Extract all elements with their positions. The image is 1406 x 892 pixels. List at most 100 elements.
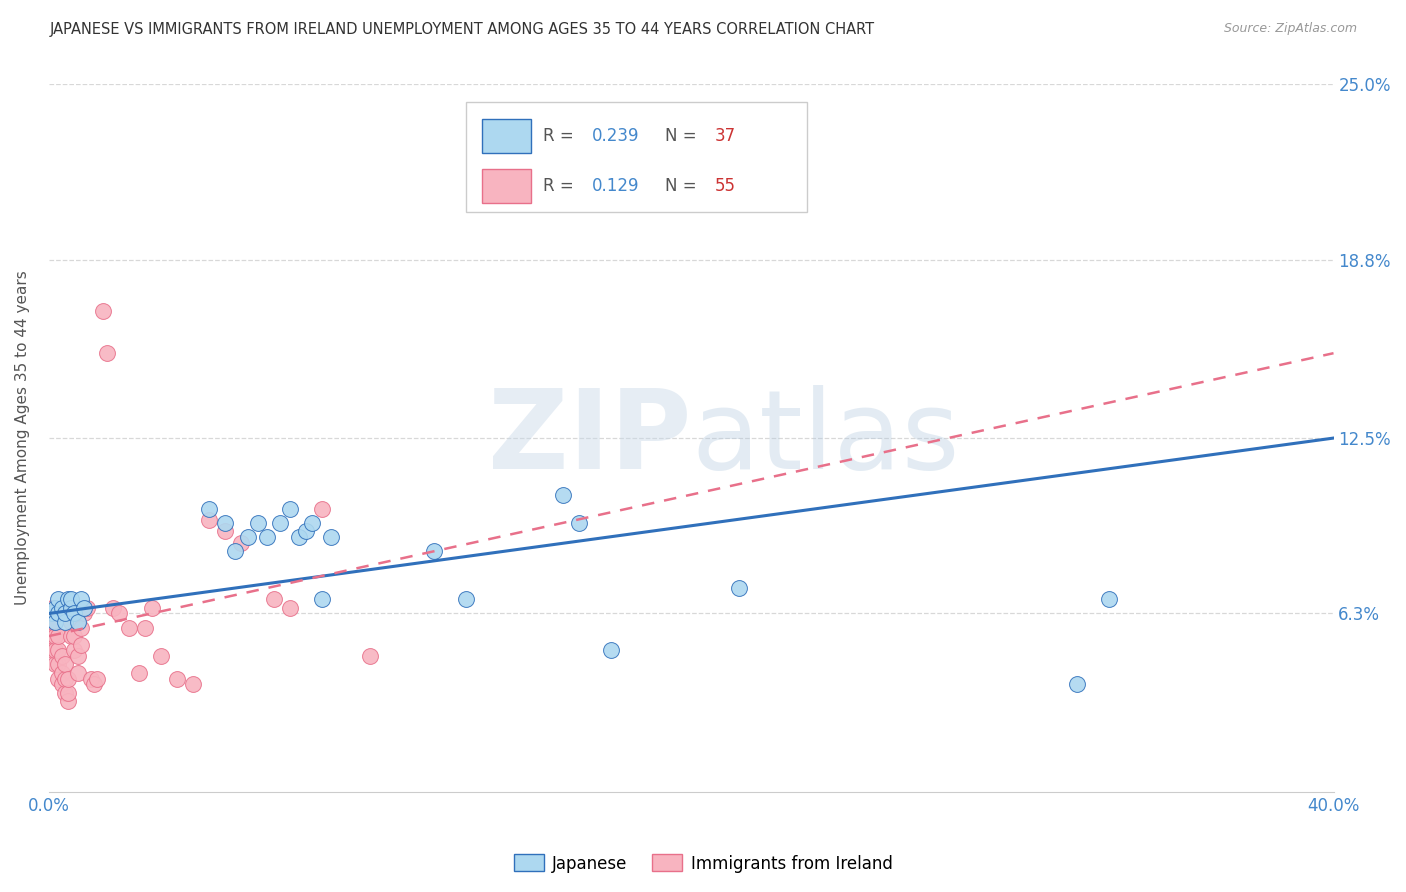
- Point: [101, 600, 124, 615]
- Point: [44, 629, 66, 643]
- Point: [60, 600, 83, 615]
- Point: [214, 524, 236, 539]
- Text: Source: ZipAtlas.com: Source: ZipAtlas.com: [1223, 22, 1357, 36]
- Point: [66, 648, 89, 663]
- Point: [48, 672, 70, 686]
- Point: [108, 607, 131, 621]
- Point: [263, 592, 285, 607]
- Point: [44, 643, 66, 657]
- Point: [56, 607, 79, 621]
- Point: [301, 516, 323, 530]
- FancyBboxPatch shape: [482, 120, 530, 153]
- Point: [599, 643, 621, 657]
- Point: [73, 607, 96, 621]
- Point: [66, 615, 89, 629]
- Point: [166, 672, 188, 686]
- Point: [70, 638, 93, 652]
- Point: [53, 657, 76, 672]
- Point: [56, 592, 79, 607]
- Point: [51, 600, 73, 615]
- Point: [224, 544, 246, 558]
- Point: [41, 629, 63, 643]
- Point: [86, 672, 108, 686]
- Point: [744, 177, 766, 191]
- Point: [48, 629, 70, 643]
- Point: [48, 643, 70, 657]
- Point: [44, 600, 66, 615]
- Point: [181, 677, 204, 691]
- Point: [60, 629, 83, 643]
- Point: [269, 516, 291, 530]
- Point: [231, 535, 253, 549]
- Legend: Japanese, Immigrants from Ireland: Japanese, Immigrants from Ireland: [508, 847, 898, 880]
- Point: [44, 657, 66, 672]
- Point: [278, 600, 301, 615]
- Point: [63, 629, 86, 643]
- Point: [423, 544, 446, 558]
- Point: [56, 686, 79, 700]
- Point: [551, 488, 574, 502]
- Point: [51, 648, 73, 663]
- Point: [60, 600, 83, 615]
- Point: [63, 643, 86, 657]
- Point: [70, 592, 93, 607]
- Point: [294, 524, 316, 539]
- Point: [96, 346, 118, 360]
- Point: [60, 592, 83, 607]
- Point: [198, 513, 221, 527]
- Point: [53, 686, 76, 700]
- Point: [128, 665, 150, 680]
- Point: [63, 600, 86, 615]
- Point: [321, 530, 343, 544]
- Point: [278, 501, 301, 516]
- Point: [568, 516, 591, 530]
- Point: [256, 530, 278, 544]
- Point: [66, 665, 89, 680]
- Point: [48, 607, 70, 621]
- Point: [48, 657, 70, 672]
- Text: N =: N =: [665, 128, 697, 145]
- Point: [73, 600, 96, 615]
- Point: [53, 607, 76, 621]
- Point: [311, 501, 333, 516]
- Point: [44, 615, 66, 629]
- FancyBboxPatch shape: [467, 102, 807, 211]
- Text: R =: R =: [543, 128, 574, 145]
- Point: [41, 607, 63, 621]
- Point: [44, 615, 66, 629]
- Point: [288, 530, 311, 544]
- Point: [83, 677, 105, 691]
- FancyBboxPatch shape: [482, 169, 530, 202]
- Text: JAPANESE VS IMMIGRANTS FROM IRELAND UNEMPLOYMENT AMONG AGES 35 TO 44 YEARS CORRE: JAPANESE VS IMMIGRANTS FROM IRELAND UNEM…: [49, 22, 875, 37]
- Point: [198, 501, 221, 516]
- Point: [41, 600, 63, 615]
- Point: [150, 648, 173, 663]
- Point: [53, 672, 76, 686]
- Y-axis label: Unemployment Among Ages 35 to 44 years: Unemployment Among Ages 35 to 44 years: [15, 270, 30, 606]
- Point: [93, 303, 115, 318]
- Point: [1066, 677, 1088, 691]
- Point: [76, 600, 98, 615]
- Point: [214, 516, 236, 530]
- Point: [63, 607, 86, 621]
- Text: 37: 37: [714, 128, 735, 145]
- Text: 55: 55: [714, 177, 735, 194]
- Text: R =: R =: [543, 177, 574, 194]
- Point: [53, 615, 76, 629]
- Text: atlas: atlas: [692, 384, 960, 491]
- Point: [79, 672, 101, 686]
- Point: [41, 615, 63, 629]
- Point: [134, 621, 156, 635]
- Point: [56, 672, 79, 686]
- Point: [359, 648, 381, 663]
- Text: N =: N =: [665, 177, 697, 194]
- Point: [70, 621, 93, 635]
- Point: [48, 592, 70, 607]
- Point: [56, 694, 79, 708]
- Text: 0.129: 0.129: [592, 177, 640, 194]
- Text: 0.239: 0.239: [592, 128, 640, 145]
- Point: [456, 592, 478, 607]
- Point: [41, 643, 63, 657]
- Point: [246, 516, 269, 530]
- Point: [51, 677, 73, 691]
